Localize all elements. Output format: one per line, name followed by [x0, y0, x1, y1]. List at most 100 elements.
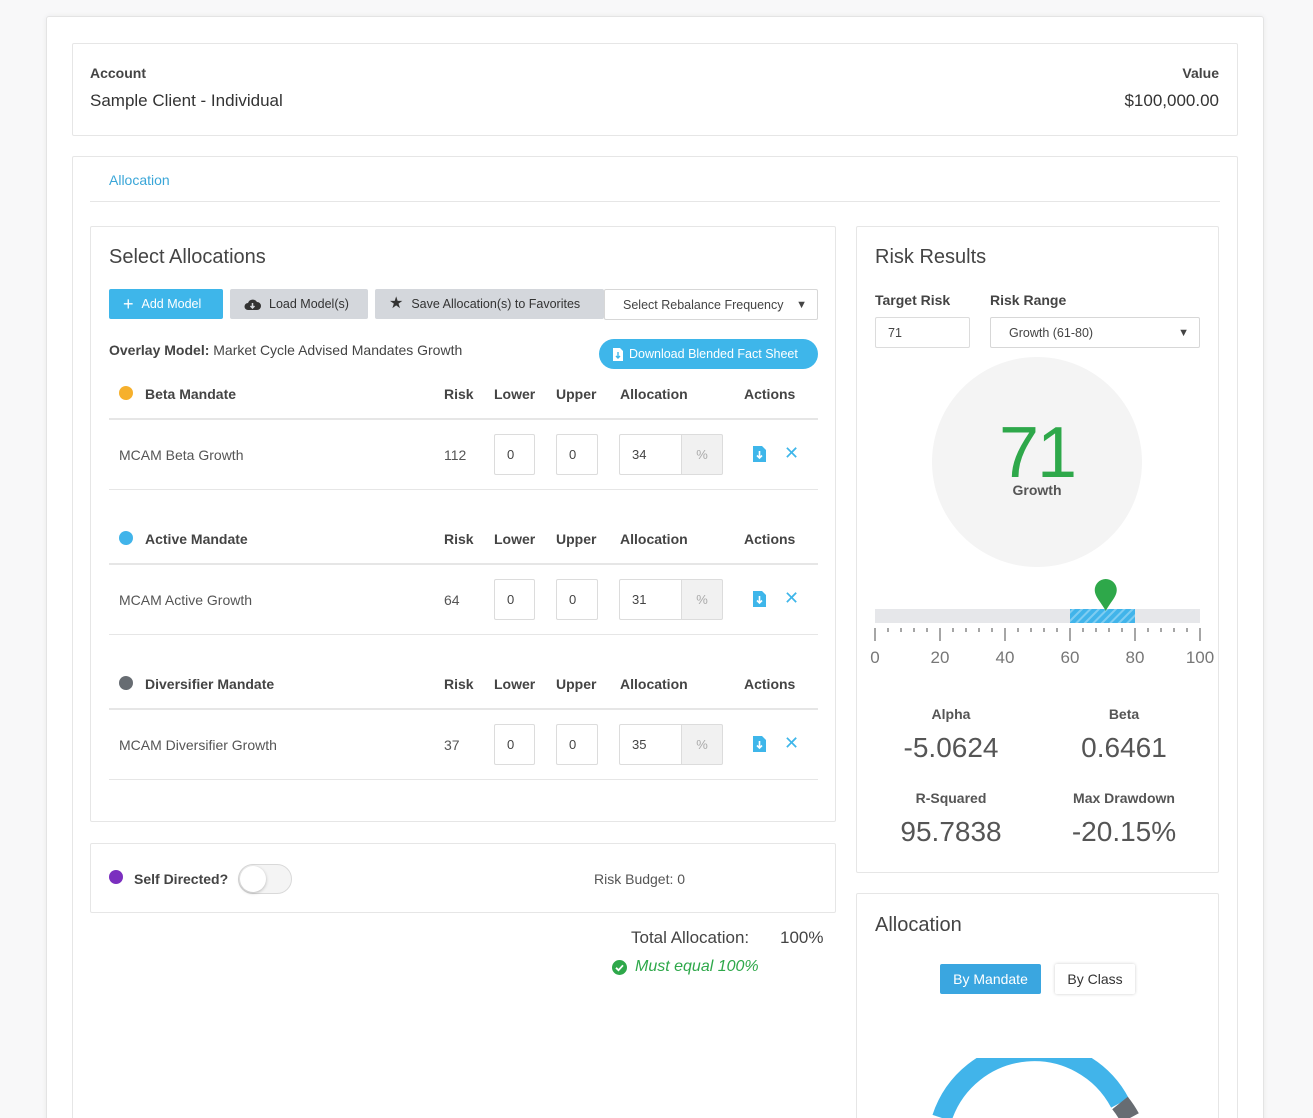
close-icon[interactable]: ✕	[784, 588, 800, 608]
scale-tick-label: 40	[996, 648, 1015, 667]
chevron-down-icon: ▼	[796, 298, 807, 311]
select-allocations-card: Select Allocations	[90, 226, 836, 822]
upper-input[interactable]: 0	[556, 434, 598, 475]
download-fact-sheet-button[interactable]: Download Blended Fact Sheet	[599, 339, 818, 369]
header-divider	[109, 418, 818, 420]
row-divider	[109, 779, 818, 780]
allocation-input[interactable]: 31	[619, 579, 682, 620]
allocation-input[interactable]: 35	[619, 724, 682, 765]
risk-score: 71	[998, 413, 1077, 493]
col-risk: Risk	[444, 531, 474, 547]
col-actions: Actions	[744, 676, 796, 692]
percent-addon: %	[682, 579, 723, 620]
account-value: $100,000.00	[1124, 91, 1219, 110]
map-pin-icon	[1094, 579, 1117, 611]
stat-label: R-Squared	[915, 790, 987, 806]
rebalance-frequency-select[interactable]: Select Rebalance Frequency ▼	[604, 289, 818, 320]
model-risk: 112	[444, 447, 467, 463]
risk-results-title: Risk Results	[875, 246, 987, 268]
col-allocation: Allocation	[620, 531, 688, 547]
lower-input[interactable]: 0	[494, 579, 535, 620]
risk-range-value: Growth (61-80)	[1009, 325, 1094, 340]
risk-budget: Risk Budget: 0	[594, 871, 686, 887]
col-upper: Upper	[556, 676, 597, 692]
select-allocations-title: Select Allocations	[109, 246, 266, 268]
target-risk-label: Target Risk	[875, 292, 951, 308]
col-upper: Upper	[556, 386, 597, 402]
tab-allocation[interactable]: Allocation	[109, 172, 170, 188]
col-risk: Risk	[444, 676, 474, 692]
col-upper: Upper	[556, 531, 597, 547]
total-allocation-value: 100%	[780, 928, 824, 947]
tab-divider	[90, 201, 1220, 202]
stat-value: 0.6461	[1081, 732, 1167, 763]
save-favorites-label: Save Allocation(s) to Favorites	[411, 297, 581, 311]
file-download-icon	[613, 347, 623, 361]
by-class-button[interactable]: By Class	[1055, 964, 1135, 994]
stat-value: -20.15%	[1071, 816, 1177, 847]
lower-input[interactable]: 0	[494, 434, 535, 475]
stat-label: Beta	[1108, 706, 1140, 722]
save-favorites-button[interactable]: ★ Save Allocation(s) to Favorites	[375, 289, 604, 319]
col-actions: Actions	[744, 531, 796, 547]
scale-tick-label: 100	[1186, 648, 1214, 667]
stat-value: 95.7838	[900, 816, 1002, 847]
close-icon[interactable]: ✕	[784, 443, 800, 463]
model-name: MCAM Beta Growth	[119, 447, 244, 463]
overlay-model: Overlay Model: Market Cycle Advised Mand…	[109, 342, 462, 358]
load-models-button[interactable]: Load Model(s)	[230, 289, 368, 319]
account-card: Account Sample Client - Individual Value…	[72, 43, 1238, 136]
scale-tick-label: 20	[931, 648, 950, 667]
target-risk-input[interactable]: 71	[875, 317, 970, 348]
col-lower: Lower	[494, 386, 536, 402]
self-directed-dot	[109, 870, 123, 884]
scale-tick-label: 60	[1061, 648, 1080, 667]
risk-scale: 0 20 40 60 80 100	[870, 579, 1214, 667]
file-download-icon[interactable]	[753, 591, 766, 607]
self-directed-card: Self Directed? Risk Budget: 0	[90, 843, 836, 913]
rebalance-frequency-value: Select Rebalance Frequency	[623, 297, 784, 312]
chevron-down-icon: ▼	[1178, 326, 1189, 339]
mandate-name: Beta Mandate	[145, 386, 237, 402]
by-mandate-button[interactable]: By Mandate	[940, 964, 1041, 994]
risk-score-label: Growth	[1012, 482, 1062, 498]
col-allocation: Allocation	[620, 676, 688, 692]
col-actions: Actions	[744, 386, 796, 402]
percent-addon: %	[682, 434, 723, 475]
validation-message: Must equal 100%	[612, 958, 759, 976]
download-fact-sheet-label: Download Blended Fact Sheet	[629, 347, 798, 361]
load-models-label: Load Model(s)	[269, 297, 349, 311]
allocation-title: Allocation	[875, 914, 962, 936]
upper-input[interactable]: 0	[556, 724, 598, 765]
mandate-color-dot	[119, 676, 133, 690]
stat-label: Max Drawdown	[1073, 790, 1175, 806]
mandate-name: Active Mandate	[145, 531, 248, 547]
upper-input[interactable]: 0	[556, 579, 598, 620]
validation-text: Must equal 100%	[635, 958, 759, 975]
self-directed-toggle[interactable]	[238, 864, 292, 894]
file-download-icon[interactable]	[753, 736, 766, 752]
file-download-icon[interactable]	[753, 446, 766, 462]
overlay-model-value: Market Cycle Advised Mandates Growth	[213, 342, 463, 358]
stat-label: Alpha	[931, 706, 971, 722]
allocation-input[interactable]: 34	[619, 434, 682, 475]
model-risk: 64	[444, 592, 460, 608]
overlay-model-label: Overlay Model:	[109, 342, 210, 358]
lower-input[interactable]: 0	[494, 724, 535, 765]
add-model-button[interactable]: + Add Model	[109, 289, 223, 319]
model-risk: 37	[444, 737, 460, 753]
model-name: MCAM Diversifier Growth	[119, 737, 277, 753]
risk-score-circle: 71 Growth	[932, 357, 1142, 567]
col-risk: Risk	[444, 386, 474, 402]
star-icon: ★	[389, 295, 404, 312]
allocation-chart-card: Allocation	[856, 893, 1219, 1118]
header-divider	[109, 708, 818, 710]
total-allocation-label: Total Allocation:	[631, 928, 750, 947]
close-icon[interactable]: ✕	[784, 733, 800, 753]
scale-tick-label: 0	[870, 648, 879, 667]
scale-track	[875, 609, 1200, 623]
header-divider	[109, 563, 818, 565]
self-directed-label: Self Directed?	[134, 871, 229, 887]
toggle-knob	[240, 866, 266, 892]
risk-range-select[interactable]: Growth (61-80) ▼	[990, 317, 1200, 348]
